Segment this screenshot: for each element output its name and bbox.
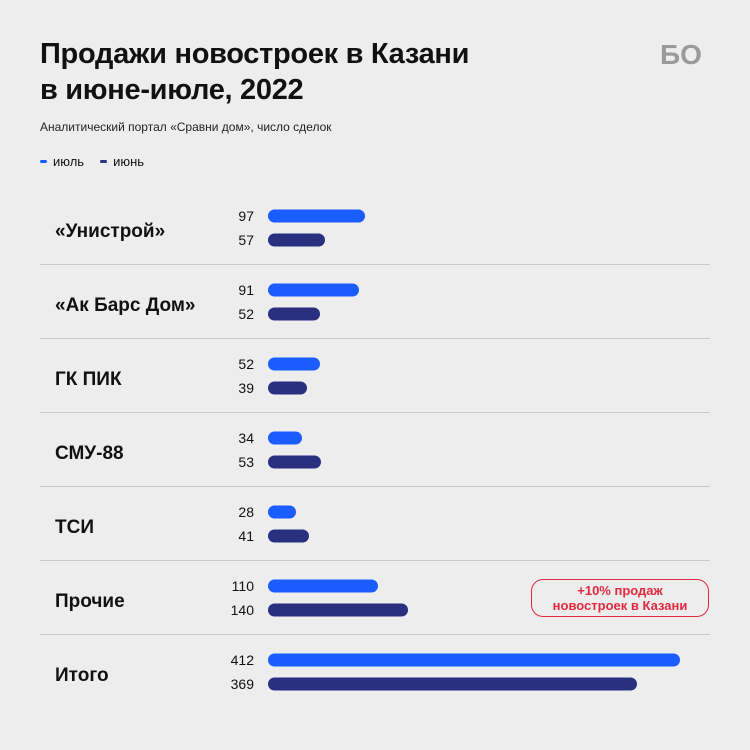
data-label: 52 [238,356,254,372]
category-label: ТСИ [55,517,94,538]
bar [268,677,637,691]
bar [268,653,680,667]
data-label: 140 [231,602,255,618]
logo-text: БО [660,39,702,70]
bar [268,307,320,321]
category-label: «Унистрой» [55,221,165,242]
data-label: 110 [232,578,255,594]
data-label: 57 [238,232,254,248]
chart-subtitle: Аналитический портал «Сравни дом», число… [40,120,332,134]
category-label: ГК ПИК [55,369,122,390]
category-label: Итого [55,665,109,686]
legend-swatch-june [100,160,108,163]
data-label: 53 [238,454,254,470]
chart-title-line-1: Продажи новостроек в Казани [40,38,470,70]
bar [268,233,325,247]
data-label: 34 [238,430,254,446]
bar [268,431,302,445]
data-label: 369 [231,676,255,692]
data-label: 28 [238,504,254,520]
data-label: 52 [238,306,254,322]
bar [268,381,307,395]
bar [268,529,309,543]
data-label: 39 [238,380,254,396]
legend-item-july: июль [40,154,84,169]
bar [268,283,359,297]
chart-title: Продажи новостроек в Казани в июне-июле,… [40,36,600,108]
legend-swatch-july [40,160,47,163]
data-label: 412 [231,652,255,668]
callout-badge: +10% продаж новостроек в Казани [531,579,709,617]
category-label: СМУ-88 [55,443,124,464]
chart-title-line-2: в июне-июле, 2022 [40,74,304,106]
chart-legend: июль июнь [40,154,144,169]
bar [268,579,378,593]
logo: БО [660,39,702,70]
legend-label-june: июнь [113,154,145,169]
data-label: 97 [238,208,254,224]
bar [268,455,321,469]
bar [268,357,320,371]
category-label: Прочие [55,591,125,612]
bar [268,505,296,519]
category-label: «Ак Барс Дом» [55,295,196,316]
data-label: 91 [238,282,254,298]
legend-item-june: июнь [100,154,144,169]
data-label: 41 [238,528,254,544]
callout-line-1: +10% продаж [577,583,663,598]
bar [268,603,408,617]
callout-line-2: новостроек в Казани [552,598,688,613]
bar [268,209,365,223]
legend-label-july: июль [53,154,85,169]
